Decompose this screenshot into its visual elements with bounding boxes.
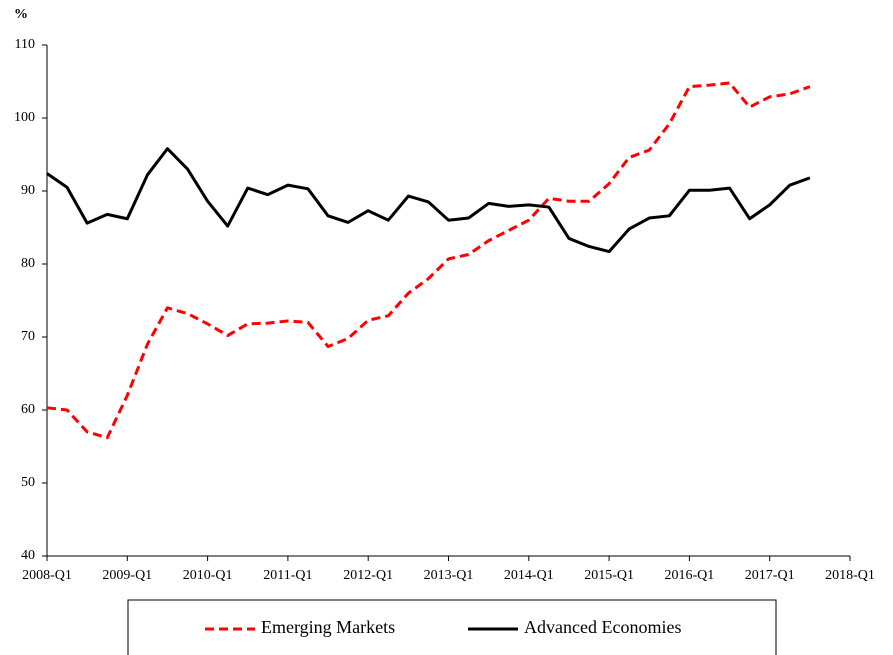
- y-tick-label: 50: [21, 475, 35, 490]
- x-tick-label: 2017-Q1: [745, 568, 795, 583]
- y-tick-label: 40: [21, 548, 35, 563]
- x-tick-label: 2016-Q1: [665, 568, 715, 583]
- x-tick-label: 2018-Q1: [825, 568, 875, 583]
- series-line: [46, 81, 811, 440]
- legend-label: Advanced Economies: [524, 617, 681, 637]
- x-tick-label: 2013-Q1: [424, 568, 474, 583]
- x-tick-label: 2011-Q1: [263, 568, 312, 583]
- x-tick-label: 2014-Q1: [504, 568, 554, 583]
- y-axis-label: %: [14, 7, 28, 22]
- y-tick-label: 90: [21, 183, 35, 198]
- y-tick-label: 80: [21, 256, 35, 271]
- y-tick-label: 60: [21, 402, 35, 417]
- y-tick-label: 70: [21, 329, 35, 344]
- x-tick-label: 2009-Q1: [102, 568, 152, 583]
- x-tick-label: 2012-Q1: [343, 568, 393, 583]
- x-tick-label: 2015-Q1: [584, 568, 634, 583]
- x-tick-label: 2010-Q1: [183, 568, 233, 583]
- y-tick-label: 110: [15, 37, 35, 52]
- legend-box: [127, 599, 777, 655]
- series-line: [46, 147, 811, 254]
- y-tick-label: 100: [14, 110, 35, 125]
- x-tick-label: 2008-Q1: [22, 568, 72, 583]
- legend-label: Emerging Markets: [261, 617, 395, 637]
